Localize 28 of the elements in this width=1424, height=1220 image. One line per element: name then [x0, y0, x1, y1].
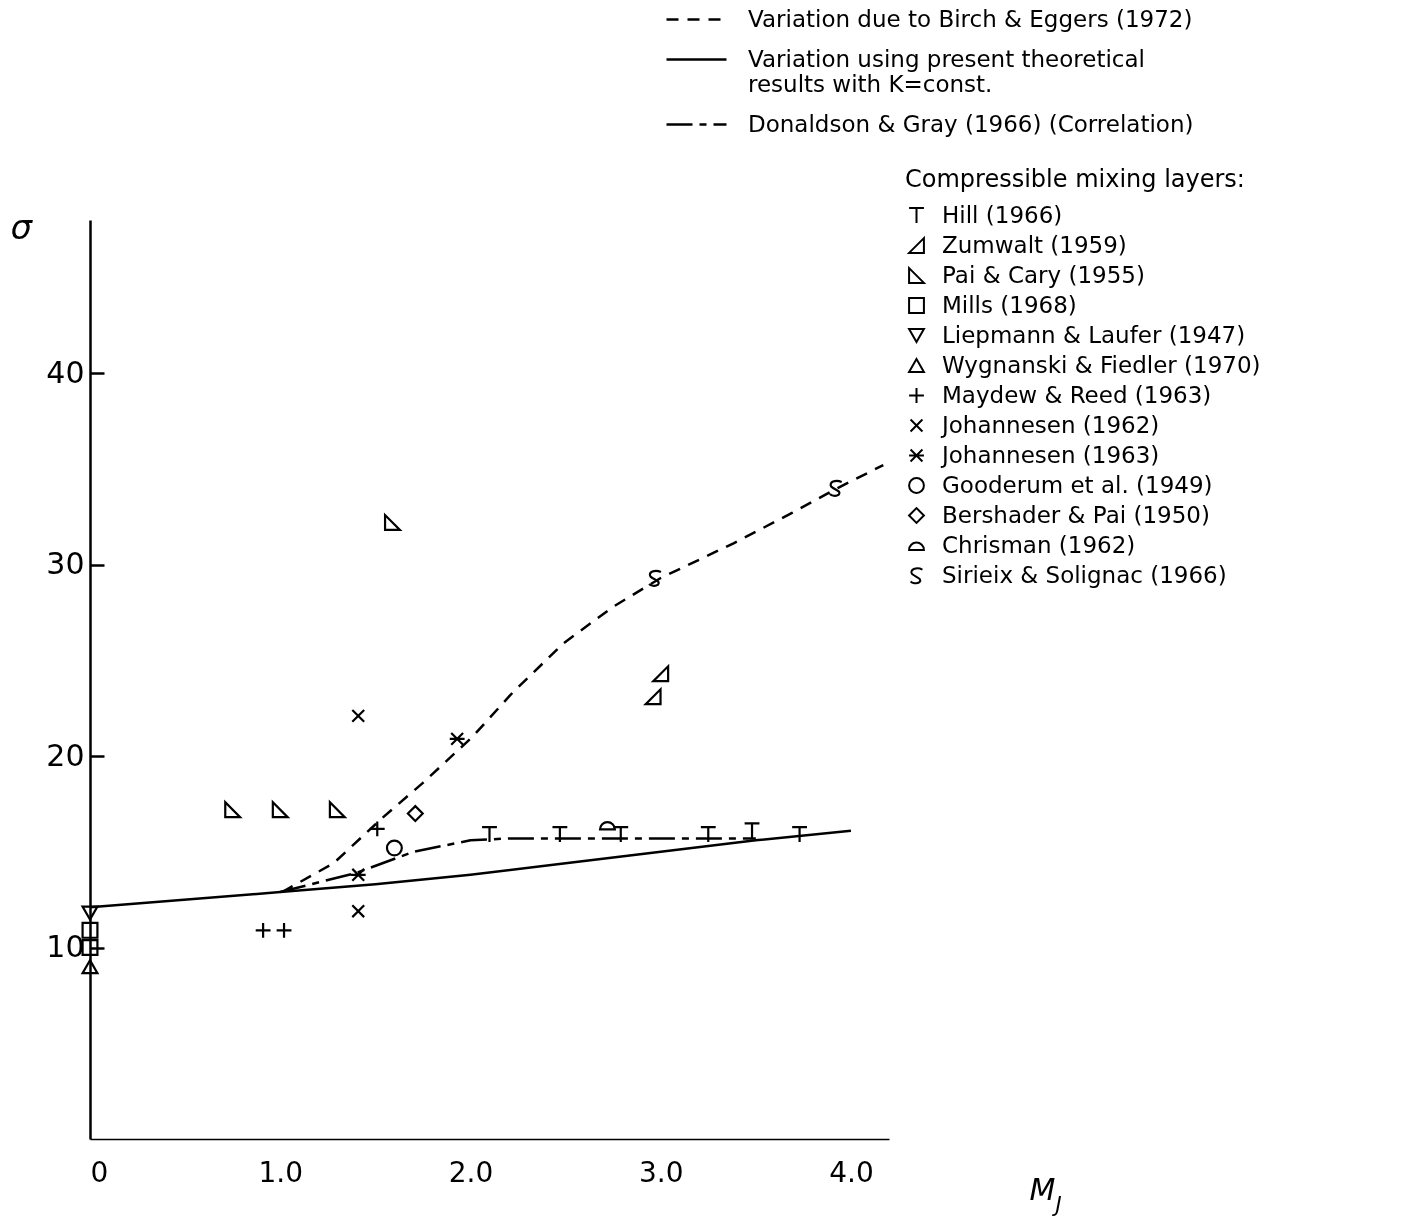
- legend-label: Pai & Cary (1955): [942, 261, 1145, 288]
- x-tick-label: 0: [90, 1155, 109, 1189]
- legend-label: Chrisman (1962): [942, 531, 1136, 558]
- legend-label: Variation due to Birch & Eggers (1972): [748, 5, 1193, 32]
- legend-label: Johannesen (1962): [940, 411, 1160, 438]
- legend-label: Bershader & Pai (1950): [942, 501, 1210, 528]
- legend-label: Liepmann & Laufer (1947): [942, 321, 1246, 348]
- legend-label: Gooderum et al. (1949): [942, 471, 1213, 498]
- y-tick-label: 30: [46, 546, 85, 582]
- x-tick-label: 3.0: [638, 1155, 684, 1189]
- legend-label: Zumwalt (1959): [942, 231, 1127, 258]
- legend-label: Donaldson & Gray (1966) (Correlation): [748, 110, 1194, 137]
- legend-label: Maydew & Reed (1963): [942, 381, 1212, 408]
- y-axis-title: σ: [10, 206, 34, 247]
- y-tick-label: 10: [46, 929, 85, 965]
- legend-label: Variation using present theoretical results with K=const.: [748, 45, 1145, 97]
- legend-label: Sirieix & Solignac (1966): [942, 561, 1227, 588]
- legend-label: Johannesen (1963): [940, 441, 1160, 468]
- x-tick-label: 1.0: [258, 1155, 303, 1189]
- legend-label: Wygnanski & Fiedler (1970): [942, 351, 1261, 378]
- legend-label: Mills (1968): [942, 291, 1077, 318]
- x-axis-title: M$_{J}$: [1029, 1171, 1062, 1217]
- x-tick-label: 2.0: [448, 1155, 494, 1189]
- x-tick-label: 4.0: [829, 1155, 874, 1189]
- legend-title: Compressible mixing layers:: [905, 165, 1245, 193]
- y-tick-label: 20: [46, 737, 85, 773]
- y-tick-label: 40: [46, 354, 85, 390]
- legend-label: Hill (1966): [942, 201, 1063, 228]
